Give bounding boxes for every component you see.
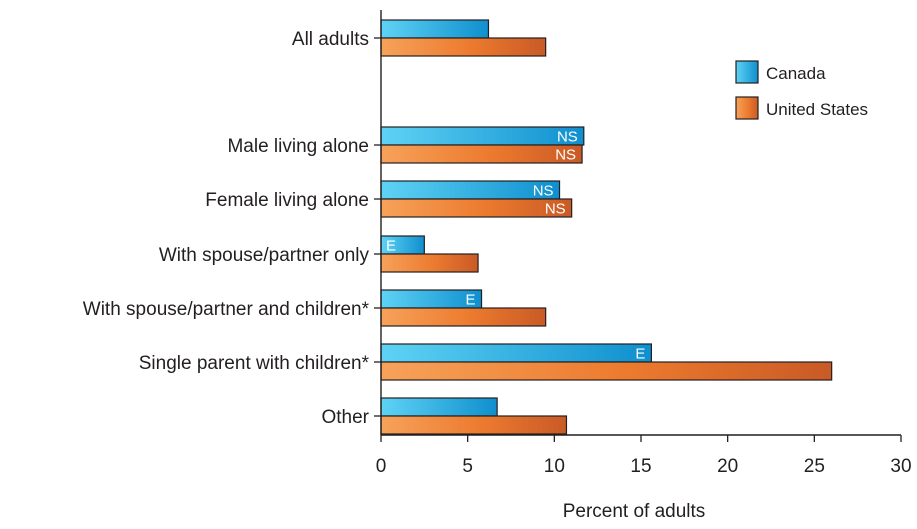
bar-annotation: NS [545,201,566,218]
x-tick-label: 20 [717,456,738,477]
bar-canada [380,126,585,146]
bar-united-states [380,361,833,381]
bar-canada [380,397,498,417]
legend-swatch-united-states [735,96,759,120]
bar-annotation: NS [555,147,576,164]
bar-united-states [380,198,573,218]
bar-united-states [380,37,547,57]
x-tick-label: 0 [376,456,387,477]
bar-canada [380,343,652,363]
category-label: All adults [292,29,369,50]
bar-united-states [380,307,547,327]
bar-united-states [380,415,568,435]
bar-annotation: E [635,346,645,363]
x-tick-label: 15 [630,456,651,477]
bar-annotation: E [466,292,476,309]
category-label: Male living alone [227,136,369,157]
legend-label-united-states: United States [766,100,868,119]
axes-layer [374,10,902,442]
x-tick-label: 30 [890,456,911,477]
category-label: With spouse/partner and children* [83,299,370,320]
category-label: Female living alone [205,190,369,211]
bar-annotation: E [386,238,396,255]
legend-label-canada: Canada [766,64,826,83]
category-label: Single parent with children* [139,353,370,374]
x-tick-label: 10 [544,456,565,477]
x-axis-title: Percent of adults [563,501,706,522]
legend: Canada United States [735,60,868,120]
bar-united-states [380,253,479,273]
bar-annotation: NS [533,183,554,200]
legend-swatch-canada [735,60,759,84]
bar-annotation: NS [557,129,578,146]
category-label: With spouse/partner only [159,245,370,266]
bars-layer [380,19,833,435]
bar-united-states [380,144,583,164]
x-tick-label: 25 [804,456,825,477]
x-tick-label: 5 [462,456,473,477]
bar-canada [380,19,490,39]
category-label: Other [321,407,369,428]
